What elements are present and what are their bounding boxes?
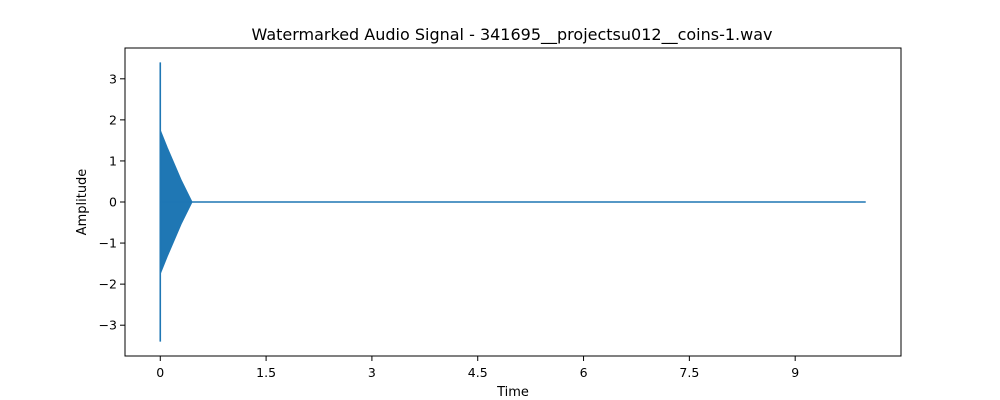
plot-area	[159, 62, 866, 342]
x-tick-label: 9	[791, 365, 799, 380]
x-tick-label: 0	[156, 365, 164, 380]
y-tick-label: 1	[109, 153, 117, 168]
y-tick-label: −1	[99, 236, 117, 251]
y-tick-label: −2	[99, 277, 117, 292]
x-tick-label: 1.5	[256, 365, 276, 380]
y-axis: 3 2 1 0 −1 −2 −3	[99, 71, 125, 333]
y-tick-label: 2	[109, 112, 117, 127]
y-tick-label: −3	[99, 318, 117, 333]
y-tick-label: 3	[109, 71, 117, 86]
y-tick-label: 0	[109, 195, 117, 210]
x-axis-label: Time	[496, 385, 529, 400]
x-tick-label: 7.5	[679, 365, 699, 380]
y-axis-label: Amplitude	[75, 169, 90, 236]
chart-title: Watermarked Audio Signal - 341695__proje…	[252, 25, 773, 45]
x-tick-label: 3	[368, 365, 376, 380]
x-tick-label: 6	[580, 365, 588, 380]
x-tick-label: 4.5	[468, 365, 488, 380]
x-axis: 0 1.5 3 4.5 6 7.5 9	[156, 356, 799, 380]
